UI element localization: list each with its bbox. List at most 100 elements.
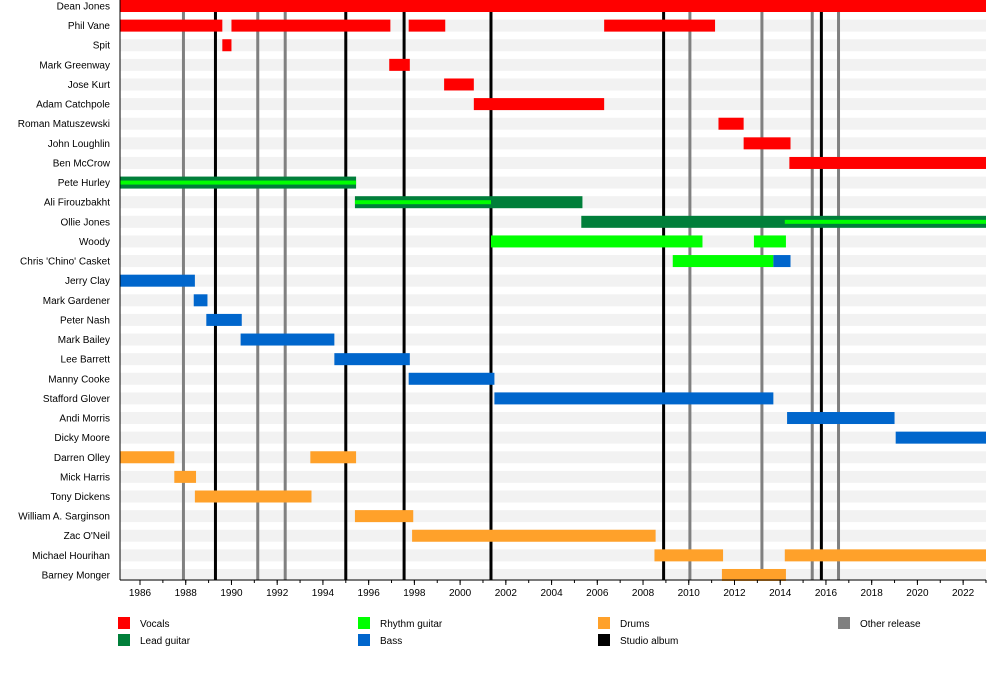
legend-swatch-drums (598, 617, 610, 629)
member-name-label: Zac O'Neil (64, 531, 110, 542)
rhythm-stripe-bar (120, 180, 357, 185)
lead-bar (581, 215, 986, 228)
bass-bar (120, 274, 195, 287)
legend-swatch-vocals (118, 617, 130, 629)
member-name-label: Dean Jones (57, 2, 110, 13)
x-tick-label: 2002 (495, 588, 518, 599)
vocals-bar (120, 19, 223, 32)
row-stripe (120, 313, 986, 326)
legend-swatch-other (838, 617, 850, 629)
legend-label-lead: Lead guitar (140, 636, 191, 647)
member-name-label: Jose Kurt (68, 80, 110, 91)
bass-bar (240, 333, 335, 346)
row-stripe (120, 39, 986, 52)
legend: Vocals Lead guitar Rhythm guitar Bass Drums S… (118, 617, 921, 647)
x-tick-label: 1990 (220, 588, 243, 599)
drums-bar (412, 529, 656, 542)
vocals-bar (718, 117, 744, 130)
x-tick-label: 1988 (175, 588, 198, 599)
vocals-bar (408, 19, 446, 32)
member-name-label: Barney Monger (42, 570, 111, 581)
legend-label-bass: Bass (380, 636, 402, 647)
row-stripe (120, 412, 986, 425)
x-tick-label: 2020 (906, 588, 929, 599)
vocals-bar (444, 78, 474, 91)
x-tick-label: 2000 (449, 588, 472, 599)
member-name-label: Darren Olley (54, 453, 110, 464)
x-tick-label: 1994 (312, 588, 335, 599)
row-stripe (120, 431, 986, 444)
x-tick-label: 1986 (129, 588, 152, 599)
x-tick-label: 1998 (403, 588, 426, 599)
member-name-label: Spit (93, 41, 110, 52)
member-name-label: Tony Dickens (51, 492, 110, 503)
bass-bar (334, 353, 410, 366)
row-stripe (120, 470, 986, 483)
vocals-bar (604, 19, 716, 32)
member-name-label: Mark Gardener (43, 296, 111, 307)
row-stripe (120, 549, 986, 562)
row-stripe (120, 294, 986, 307)
member-name-label: Ali Firouzbakht (44, 198, 110, 209)
rhythm-bar (672, 255, 774, 268)
drums-bar (721, 568, 786, 581)
legend-label-rhythm: Rhythm guitar (380, 619, 443, 630)
member-name-label: John Loughlin (48, 139, 110, 150)
bass-bar (773, 255, 791, 268)
x-tick-label: 2006 (586, 588, 609, 599)
row-stripe (120, 137, 986, 150)
legend-swatch-bass (358, 634, 370, 646)
row-stripe (120, 333, 986, 346)
member-name-label: Michael Hourihan (32, 551, 110, 562)
rhythm-stripe-bar (354, 200, 491, 205)
row-stripe (120, 490, 986, 503)
vocals-bar (473, 98, 605, 111)
drums-bar (310, 451, 357, 464)
member-name-label: Chris 'Chino' Casket (20, 257, 110, 268)
member-name-label: Mick Harris (60, 472, 110, 483)
drums-bar (174, 470, 197, 483)
bass-bar (787, 412, 895, 425)
legend-label-drums: Drums (620, 619, 649, 630)
member-name-label: William A. Sarginson (18, 512, 110, 523)
row-stripe (120, 372, 986, 385)
legend-swatch-studio (598, 634, 610, 646)
member-name-label: Adam Catchpole (36, 100, 110, 111)
member-name-label: Mark Greenway (39, 60, 110, 71)
release-lines (181, 0, 841, 580)
x-tick-label: 1996 (358, 588, 381, 599)
member-name-label: Mark Bailey (58, 335, 110, 346)
x-axis: 1986 1988 1990 1992 1994 1996 1998 2000 2002 2004… (119, 0, 987, 599)
row-stripe (120, 78, 986, 91)
drums-bar (654, 549, 724, 562)
bass-bar (193, 294, 208, 307)
row-stripe (120, 568, 986, 581)
member-name-label: Ben McCrow (53, 158, 111, 169)
member-labels: Dean Jones Phil Vane Spit Mark Greenway Jose… (18, 2, 111, 582)
member-name-label: Phil Vane (68, 21, 111, 32)
member-name-label: Dicky Moore (54, 433, 110, 444)
member-bars (120, 0, 986, 581)
vocals-bar (120, 0, 986, 12)
bass-bar (895, 431, 986, 444)
bass-bar (206, 313, 242, 326)
row-stripe (120, 510, 986, 523)
rhythm-stripe-bar (784, 219, 986, 224)
member-name-label: Ollie Jones (61, 217, 110, 228)
row-stripe (120, 451, 986, 464)
bass-bar (408, 372, 495, 385)
drums-bar (354, 510, 414, 523)
row-stripe (120, 274, 986, 287)
vocals-bar (743, 137, 791, 150)
row-stripe (120, 156, 986, 169)
rhythm-bar (490, 235, 703, 248)
row-stripe (120, 117, 986, 130)
member-name-label: Andi Morris (59, 414, 110, 425)
row-stripe (120, 353, 986, 366)
rhythm-bar (753, 235, 786, 248)
legend-swatch-rhythm (358, 617, 370, 629)
x-tick-label: 2016 (815, 588, 838, 599)
drums-bar (120, 451, 175, 464)
x-tick-label: 2014 (769, 588, 792, 599)
